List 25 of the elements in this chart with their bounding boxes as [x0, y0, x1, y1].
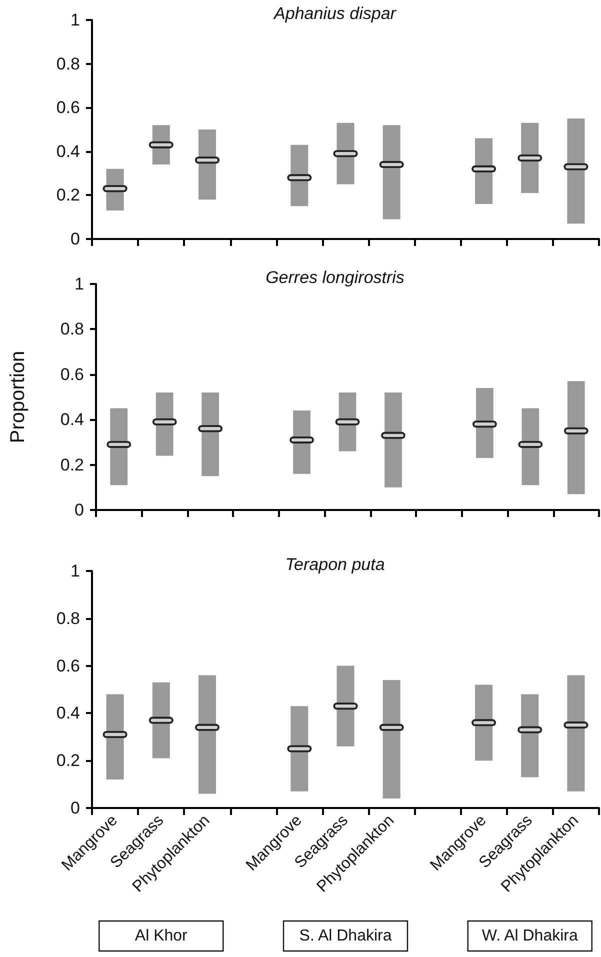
- y-tick-label: 1: [70, 562, 80, 580]
- chart-title: Aphanius dispar: [273, 4, 398, 23]
- chart-title: Terapon puta: [285, 555, 385, 574]
- y-tick-label: 0: [70, 798, 80, 818]
- y-axis-title: Proportion: [7, 350, 29, 444]
- chart-title: Gerres longirostris: [266, 268, 405, 287]
- y-tick-label: 0.4: [56, 142, 80, 161]
- text: S. Al Dhakira: [299, 928, 392, 944]
- y-tick-label: 0: [70, 230, 80, 248]
- y-tick-label: 1: [74, 274, 84, 294]
- y-tick-label: 0.8: [56, 608, 80, 628]
- y-tick-label: 0.2: [56, 751, 80, 770]
- y-tick-label: 0.8: [56, 54, 80, 74]
- y-tick-label: 0.6: [60, 364, 84, 384]
- y-tick-label: 0.6: [56, 98, 80, 118]
- y-tick-label: 0.2: [60, 455, 84, 474]
- y-tick-label: 0.8: [60, 320, 84, 339]
- text: W. Al Dhakira: [482, 928, 578, 944]
- y-tick-label: 0: [74, 500, 84, 520]
- text: Al Khor: [134, 928, 188, 944]
- y-tick-label: 0.2: [56, 186, 80, 205]
- y-tick-label: 0.4: [60, 410, 84, 430]
- y-tick-label: 0.6: [56, 656, 80, 676]
- y-tick-label: 1: [70, 10, 80, 30]
- y-tick-label: 0.4: [56, 704, 80, 723]
